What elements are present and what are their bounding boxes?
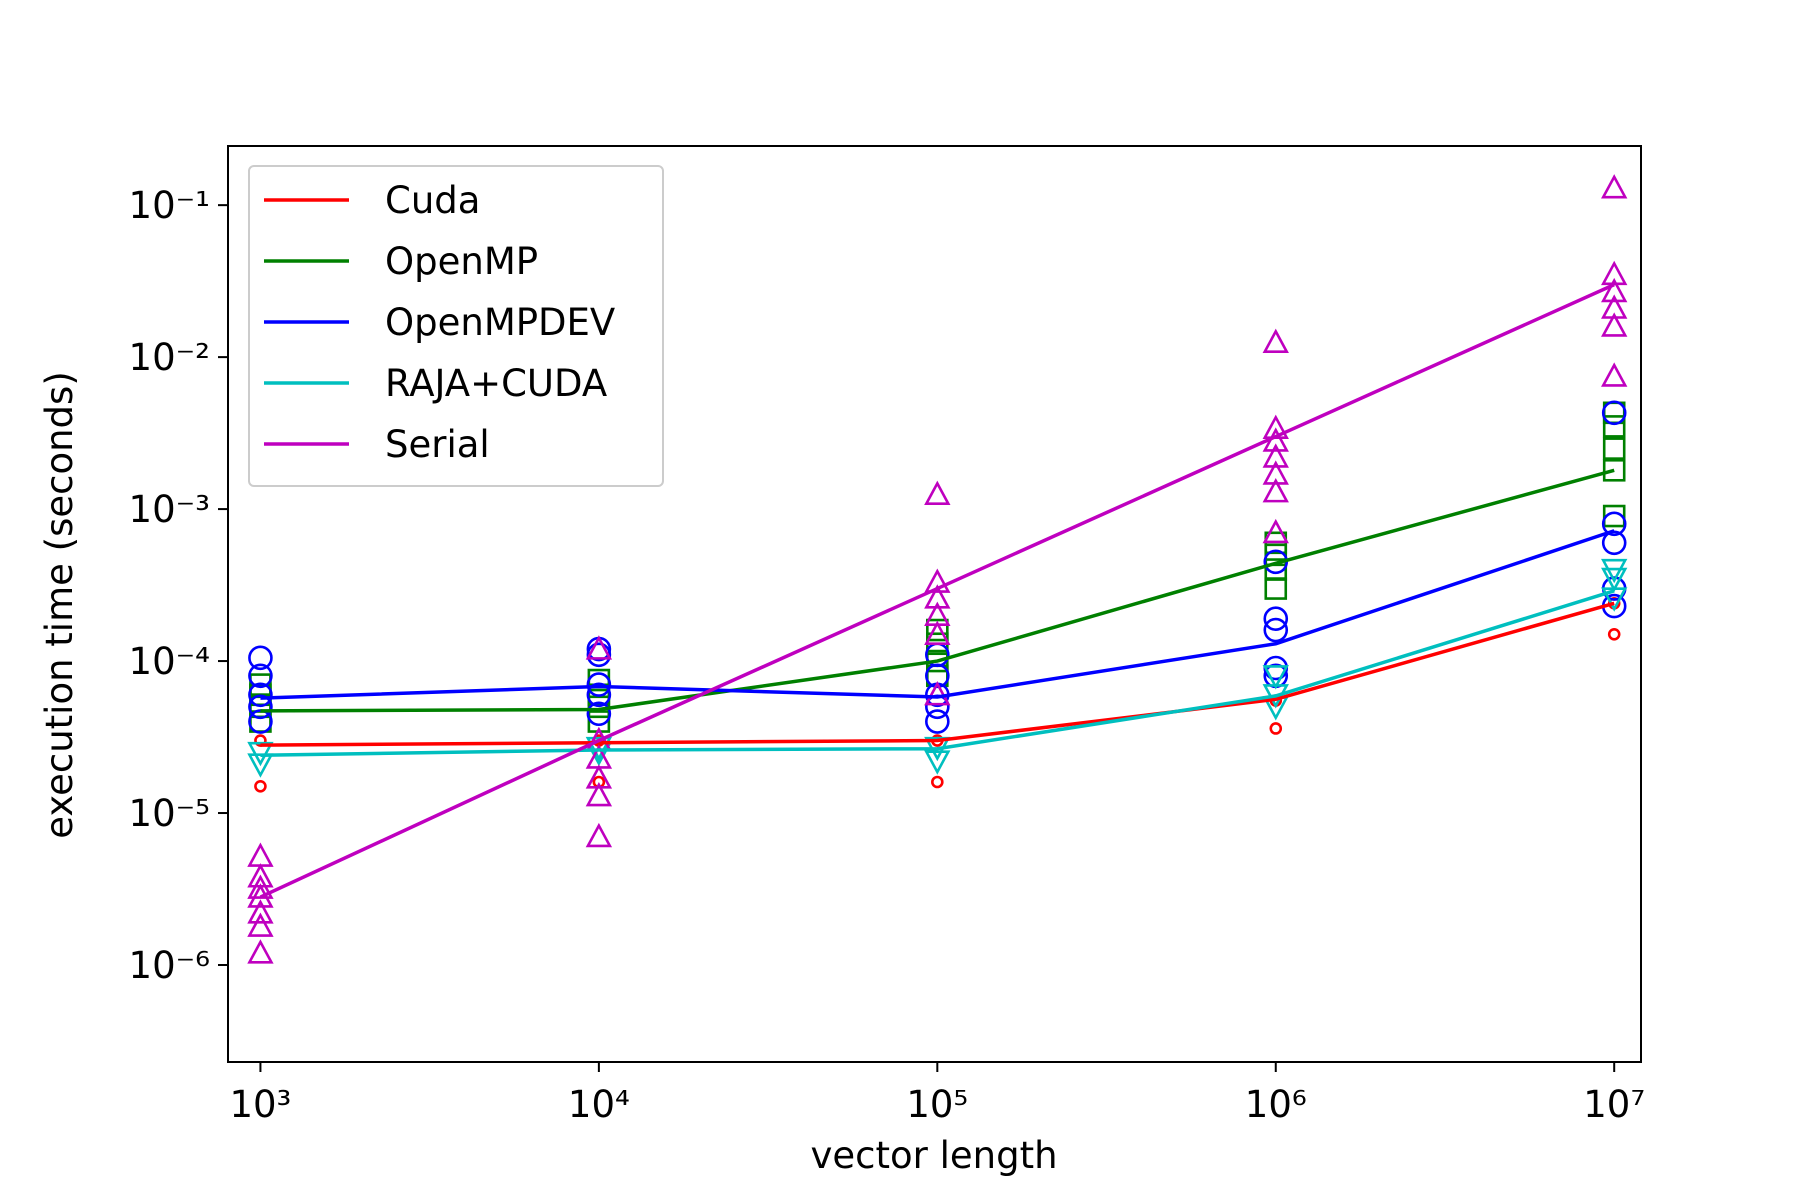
sample-point [1601,277,1628,303]
sample-point [1601,567,1628,593]
sample-point [931,775,944,789]
sample-point [247,939,274,964]
sample-point [1602,458,1626,482]
legend-label: Serial [385,423,490,466]
sample-point [585,744,613,769]
sample-point [1601,174,1628,199]
sample-point [247,863,274,888]
sample-point [1264,577,1288,600]
sample-point [1262,328,1289,354]
sample-point [247,899,274,924]
sample-point [248,682,273,708]
sample-point [247,741,274,767]
sample-point [585,764,613,789]
sample-point [254,779,267,793]
sample-point [248,645,273,671]
sample-point [924,620,951,645]
sample-point [1269,722,1283,735]
sample-point [1263,606,1289,631]
legend-label: OpenMPDEV [385,301,615,344]
x-tick-label: 10⁵ [906,1083,968,1126]
sample-point [1262,478,1289,503]
sample-point [247,912,274,937]
y-tick-label: 10⁻⁵ [129,792,210,835]
sample-point [1601,511,1627,537]
y-tick-label: 10⁻¹ [129,184,210,227]
sample-point [925,709,950,734]
sample-point [247,842,274,867]
legend-label: Cuda [385,179,480,222]
y-tick-label: 10⁻⁶ [129,944,210,987]
sample-point [586,642,612,668]
sample-point [1601,558,1628,584]
series-line [260,529,1615,700]
sample-point [924,750,951,775]
sample-point [585,635,613,660]
sample-point [586,682,612,708]
sample-point [1262,665,1289,690]
sample-point [1262,460,1289,485]
sample-point [248,663,273,689]
legend-label: OpenMP [385,240,538,283]
plot-area [247,174,1628,964]
sample-point [1601,312,1628,337]
sample-point [1262,518,1289,544]
sample-point [1602,415,1626,438]
y-tick-label: 10⁻⁴ [129,640,210,683]
sample-point [586,672,612,697]
plot-frame [227,145,1642,1063]
sample-point [924,601,951,626]
sample-point [924,568,951,593]
sample-point [1264,558,1288,581]
sample-point [1262,443,1289,468]
legend-label: RAJA+CUDA [385,362,607,405]
series-line [260,589,1615,757]
sample-point [1601,260,1628,286]
sample-point [1601,294,1628,319]
series-line [260,468,1615,713]
sample-point [248,694,273,720]
y-axis-label: execution time (seconds) [38,371,81,839]
x-tick-label: 10⁴ [568,1083,630,1126]
sample-point [1601,400,1627,426]
sample-point [585,781,613,807]
sample-point [1607,627,1621,641]
sample-point [1263,617,1289,643]
x-tick-label: 10⁷ [1583,1083,1645,1126]
x-axis-label: vector length [810,1134,1057,1177]
sample-point [924,681,951,706]
sample-point [586,636,612,662]
y-tick-label: 10⁻³ [129,488,210,531]
sample-point [1602,437,1626,460]
legend-box [248,165,664,487]
sample-point [924,584,951,609]
sample-point [924,480,951,506]
sample-point [926,618,949,642]
sample-point [1601,362,1628,387]
series-line [260,601,1615,747]
x-tick-label: 10⁶ [1245,1083,1307,1126]
sample-point [254,734,267,747]
sample-point [585,822,613,848]
sample-point [586,701,612,727]
series-line [259,283,1615,899]
x-tick-label: 10³ [229,1083,291,1126]
y-tick-label: 10⁻² [129,336,210,379]
sample-point [1602,504,1626,528]
